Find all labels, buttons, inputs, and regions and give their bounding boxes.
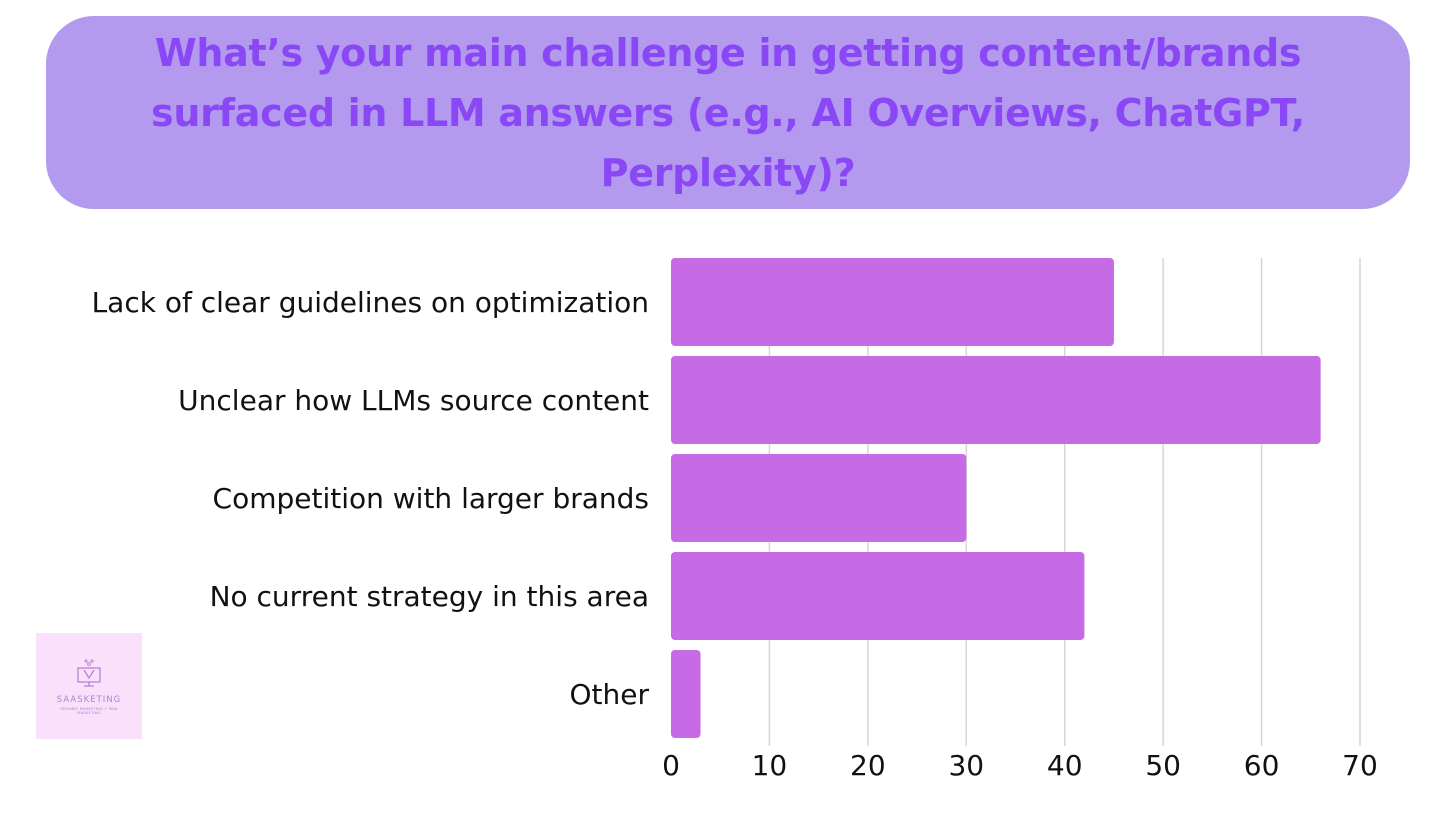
- computer-funnel-icon: [77, 659, 101, 687]
- logo-tagline: ORGANIC MARKETING + PAID MARKETING: [60, 707, 118, 715]
- x-tick-label-70: 70: [1342, 749, 1378, 782]
- bar-4: [671, 552, 1085, 640]
- chart-title: What’s your main challenge in getting co…: [151, 30, 1305, 195]
- bar-2: [671, 356, 1321, 444]
- bar-5: [671, 650, 701, 738]
- x-tick-label-10: 10: [752, 749, 788, 782]
- brand-logo: SAASKETING ORGANIC MARKETING + PAID MARK…: [36, 633, 142, 739]
- category-label-1: Lack of clear guidelines on optimization: [92, 286, 649, 319]
- category-label-4: No current strategy in this area: [210, 580, 649, 613]
- category-label-2: Unclear how LLMs source content: [178, 384, 649, 417]
- bar-1: [671, 258, 1114, 346]
- x-tick-label-0: 0: [662, 749, 680, 782]
- bar-3: [671, 454, 967, 542]
- x-tick-label-30: 30: [948, 749, 984, 782]
- x-tick-label-60: 60: [1244, 749, 1280, 782]
- title-banner: What’s your main challenge in getting co…: [46, 16, 1410, 209]
- x-tick-label-50: 50: [1145, 749, 1181, 782]
- x-tick-label-20: 20: [850, 749, 886, 782]
- category-label-3: Competition with larger brands: [213, 482, 649, 515]
- x-tick-label-40: 40: [1047, 749, 1083, 782]
- category-label-5: Other: [569, 678, 649, 711]
- logo-name: SAASKETING: [56, 695, 122, 705]
